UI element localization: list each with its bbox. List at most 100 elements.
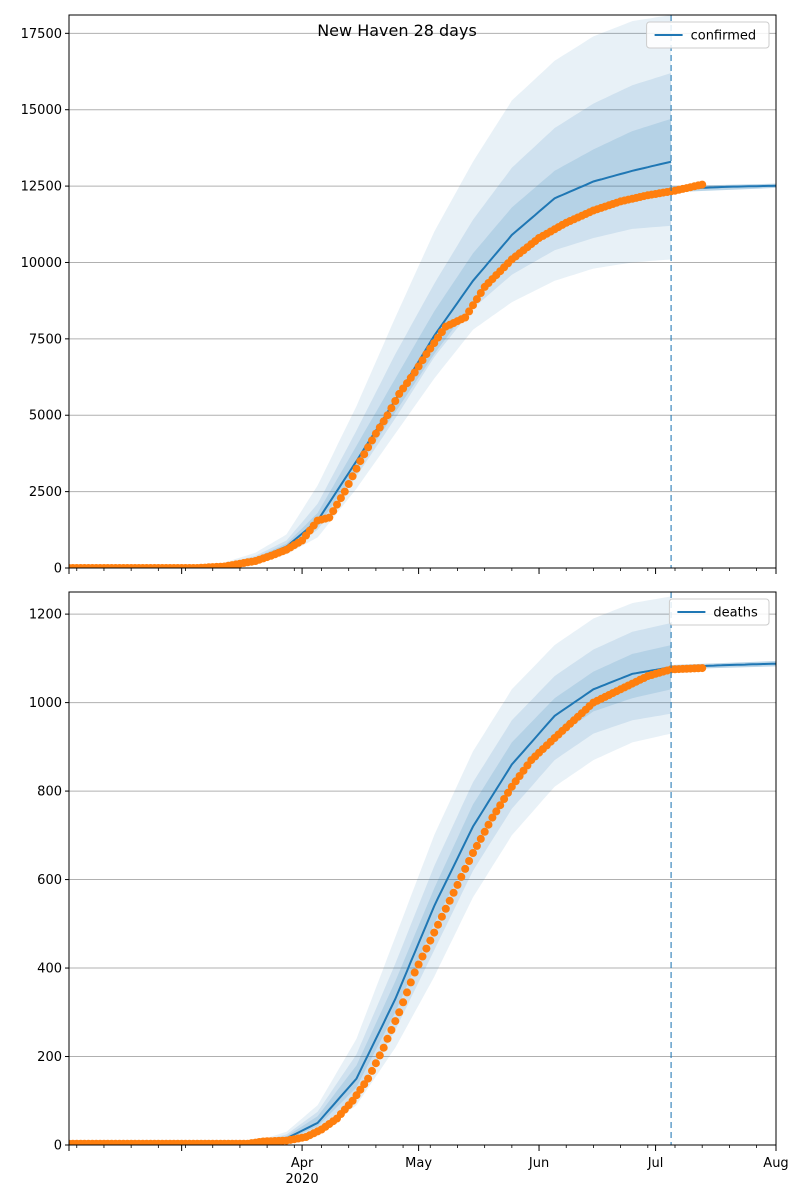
chart-title: New Haven 28 days bbox=[317, 21, 477, 40]
observed-point bbox=[383, 1034, 392, 1043]
observed-point bbox=[480, 827, 489, 836]
observed-point bbox=[406, 978, 415, 987]
observed-point bbox=[445, 896, 454, 905]
observed-point bbox=[476, 834, 485, 843]
y-tick-label: 1200 bbox=[29, 608, 62, 623]
y-tick-label: 15000 bbox=[21, 103, 62, 118]
y-tick-label: 400 bbox=[37, 962, 62, 977]
legend-box bbox=[646, 21, 770, 49]
observed-point bbox=[437, 912, 446, 921]
observed-point bbox=[387, 1026, 396, 1034]
observed-point bbox=[371, 429, 380, 438]
observed-point bbox=[496, 801, 505, 810]
observed-point bbox=[391, 397, 400, 405]
confidence-band-outer bbox=[69, 596, 672, 1145]
x-tick-label: Aug bbox=[763, 1156, 788, 1171]
axes-frame bbox=[68, 591, 777, 1146]
confirmed-panel: 0 2500 5000 7500 10000 12500 15000 17500 confirm… bbox=[21, 14, 777, 577]
legend-label: confirmed bbox=[691, 29, 757, 44]
x-tick-label: Apr bbox=[291, 1156, 314, 1171]
y-tick-label: 0 bbox=[54, 1139, 62, 1154]
observed-point bbox=[469, 301, 477, 310]
observed-point bbox=[360, 1080, 369, 1089]
observed-point bbox=[344, 480, 353, 488]
y-tick-label: 17500 bbox=[21, 27, 62, 42]
observed-point bbox=[352, 464, 361, 473]
plot-area bbox=[69, 15, 776, 568]
observed-point bbox=[461, 313, 470, 322]
observed-point bbox=[364, 1074, 373, 1083]
observed-point bbox=[399, 998, 408, 1007]
observed-point bbox=[333, 500, 341, 509]
observed-point bbox=[488, 813, 497, 822]
observed-point bbox=[383, 411, 392, 420]
observed-point bbox=[387, 404, 396, 413]
observed-point bbox=[371, 1059, 380, 1068]
y-tick-label: 5000 bbox=[29, 409, 62, 424]
observed-point bbox=[410, 368, 419, 377]
y-tick-label: 12500 bbox=[21, 180, 62, 195]
observed-point bbox=[698, 664, 707, 673]
observed-point bbox=[449, 888, 458, 897]
x-tick-label: 2020 bbox=[286, 1172, 319, 1187]
observed-point bbox=[472, 295, 481, 304]
y-tick-label: 200 bbox=[37, 1050, 62, 1065]
observed-point bbox=[418, 356, 427, 365]
observed-point bbox=[472, 841, 481, 850]
observed-point bbox=[465, 857, 474, 865]
observed-point bbox=[469, 849, 477, 857]
observed-point bbox=[461, 864, 470, 873]
observed-point bbox=[356, 457, 365, 466]
observed-point bbox=[418, 952, 427, 961]
observed-point bbox=[500, 795, 509, 803]
observed-point bbox=[368, 436, 376, 445]
axes-frame bbox=[68, 14, 777, 569]
observed-point bbox=[360, 450, 369, 459]
observed-point bbox=[422, 944, 431, 953]
observed-point bbox=[492, 807, 501, 816]
observed-point bbox=[465, 307, 474, 316]
observed-point bbox=[453, 880, 462, 889]
observed-point bbox=[336, 494, 345, 503]
observed-point bbox=[698, 180, 707, 189]
observed-point bbox=[329, 507, 338, 516]
observed-point bbox=[348, 1096, 357, 1105]
y-tick-label: 800 bbox=[37, 785, 62, 800]
x-tick-label: May bbox=[405, 1156, 432, 1171]
observed-point bbox=[441, 904, 450, 913]
confidence-band-middle bbox=[69, 73, 672, 568]
y-tick-label: 10000 bbox=[21, 256, 62, 271]
observed-point bbox=[375, 1051, 384, 1060]
legend-label: deaths bbox=[713, 606, 758, 621]
observed-point bbox=[410, 968, 419, 977]
y-tick-label: 0 bbox=[54, 562, 62, 577]
x-tick-label: Jun bbox=[528, 1156, 549, 1171]
y-tick-label: 1000 bbox=[29, 696, 62, 711]
y-tick-label: 2500 bbox=[29, 485, 62, 500]
observed-point bbox=[325, 513, 334, 522]
observed-point bbox=[395, 1008, 404, 1017]
observed-point bbox=[414, 960, 423, 969]
observed-point bbox=[457, 872, 466, 881]
observed-point bbox=[364, 443, 373, 452]
observed-point bbox=[504, 788, 512, 797]
observed-point bbox=[375, 423, 384, 432]
observed-point bbox=[484, 820, 493, 829]
observed-point bbox=[403, 988, 411, 997]
y-tick-label: 600 bbox=[37, 873, 62, 888]
legend-box bbox=[668, 598, 770, 626]
x-tick-label: Jul bbox=[647, 1156, 664, 1171]
observed-point bbox=[348, 472, 357, 481]
confidence-band-outer bbox=[69, 15, 672, 568]
observed-point bbox=[340, 487, 349, 496]
plot-area bbox=[69, 596, 776, 1145]
y-tick-label: 7500 bbox=[29, 332, 62, 347]
observed-point bbox=[368, 1066, 376, 1075]
observed-point bbox=[391, 1017, 400, 1026]
observed-point bbox=[379, 1043, 388, 1052]
observed-point bbox=[414, 362, 423, 371]
observed-point bbox=[379, 417, 388, 426]
observed-point bbox=[476, 289, 485, 297]
